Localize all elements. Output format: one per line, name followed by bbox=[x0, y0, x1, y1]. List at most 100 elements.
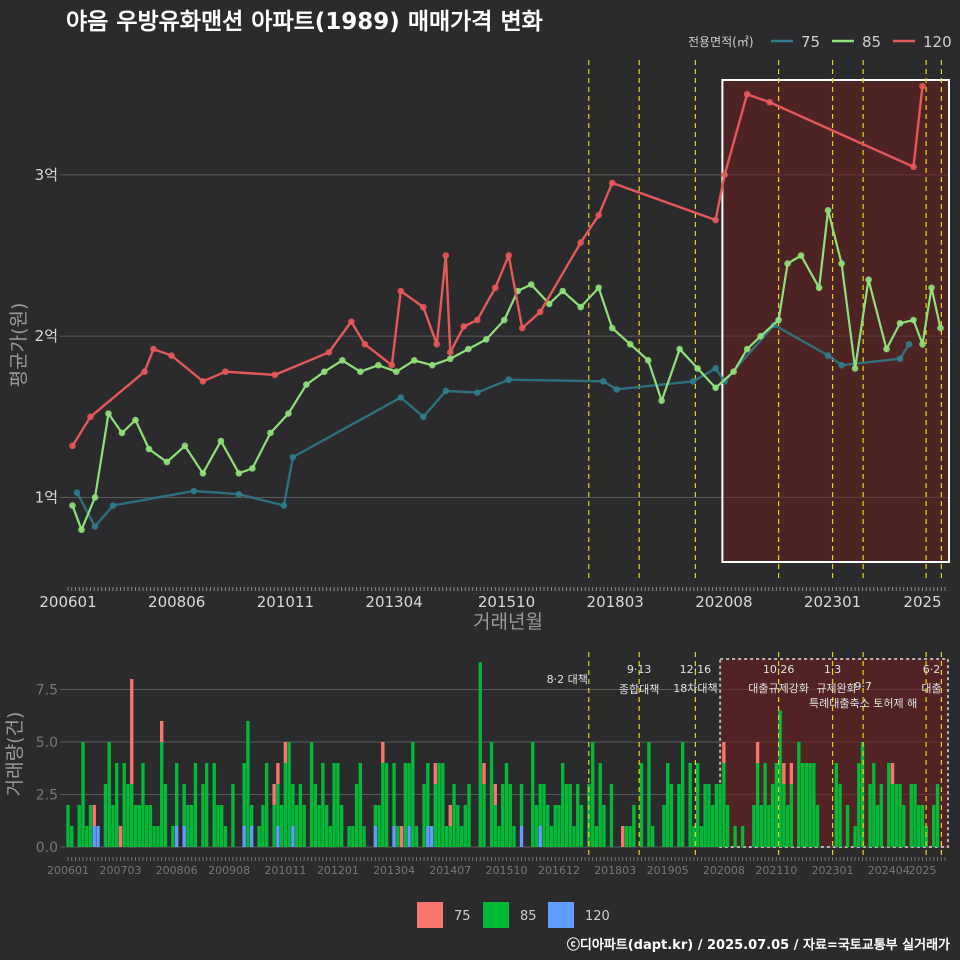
annotation-policy: 종합대책 bbox=[619, 683, 659, 696]
data-point-85 bbox=[775, 316, 782, 324]
data-point-85 bbox=[824, 207, 832, 214]
volume-bar-85 bbox=[699, 826, 704, 847]
volume-bar-75 bbox=[890, 763, 895, 784]
volume-bar-85 bbox=[115, 763, 119, 847]
volume-bar-85 bbox=[714, 784, 719, 847]
volume-bar-85 bbox=[740, 826, 745, 847]
data-point-85 bbox=[896, 319, 904, 327]
volume-bar-85 bbox=[85, 826, 89, 847]
volume-bar-85 bbox=[707, 784, 711, 847]
volume-bar-75 bbox=[160, 721, 164, 742]
volume-bar-85 bbox=[591, 742, 595, 847]
volume-bar-85 bbox=[718, 784, 722, 847]
volume-x-tick-label: 202110 bbox=[755, 864, 797, 877]
volume-bar-85 bbox=[763, 763, 767, 847]
data-point-75 bbox=[419, 413, 427, 421]
volume-bar-75 bbox=[493, 784, 497, 805]
volume-bar-85 bbox=[246, 721, 250, 847]
x-tick-label: 201304 bbox=[365, 593, 422, 611]
volume-bar-85 bbox=[145, 805, 149, 847]
volume-bar-120 bbox=[175, 826, 179, 847]
volume-bar-85 bbox=[347, 826, 351, 847]
annotation-date: 10·26 bbox=[763, 663, 795, 676]
volume-bar-85 bbox=[778, 710, 782, 847]
annotation-date: 6·2 bbox=[923, 663, 941, 676]
volume-bar-85 bbox=[81, 742, 85, 847]
data-point-75 bbox=[109, 502, 117, 509]
annotation-policy: 규제완화 bbox=[816, 682, 856, 695]
legend-title: 전용면적(㎡) bbox=[688, 35, 754, 49]
data-point-85 bbox=[910, 316, 917, 324]
volume-bar-85 bbox=[294, 805, 299, 847]
data-point-85 bbox=[784, 260, 791, 267]
data-point-120 bbox=[473, 316, 481, 324]
data-point-85 bbox=[937, 324, 944, 332]
data-point-120 bbox=[433, 340, 441, 348]
volume-bar-85 bbox=[725, 805, 730, 847]
data-point-85 bbox=[285, 410, 292, 417]
volume-bar-85 bbox=[126, 784, 130, 847]
volume-bar-85 bbox=[504, 763, 509, 847]
data-point-85 bbox=[626, 340, 634, 348]
volume-bar-120 bbox=[429, 826, 434, 847]
data-point-85 bbox=[559, 287, 567, 295]
volume-bar-85 bbox=[812, 763, 816, 847]
data-point-75 bbox=[599, 378, 607, 385]
volume-bar-85 bbox=[774, 763, 779, 847]
volume-bar-85 bbox=[77, 805, 81, 847]
volume-bar-85 bbox=[797, 742, 801, 847]
data-point-120 bbox=[442, 252, 450, 259]
data-point-120 bbox=[141, 368, 148, 375]
data-point-75 bbox=[73, 489, 81, 496]
volume-bar-120 bbox=[538, 826, 542, 847]
volume-bar-120 bbox=[182, 826, 186, 847]
volume-bar-85 bbox=[441, 763, 445, 847]
data-point-85 bbox=[644, 357, 652, 364]
volume-bar-85 bbox=[755, 763, 760, 847]
annotation-date: 9·13 bbox=[627, 663, 652, 676]
volume-bar-85 bbox=[156, 826, 160, 847]
data-point-85 bbox=[78, 526, 85, 534]
volume-bar-85 bbox=[317, 805, 321, 847]
data-point-120 bbox=[518, 324, 526, 332]
data-point-85 bbox=[446, 355, 454, 363]
volume-bar-85 bbox=[594, 826, 599, 847]
data-point-85 bbox=[393, 368, 400, 375]
volume-bar-85 bbox=[261, 805, 265, 847]
volume-bar-85 bbox=[186, 805, 190, 847]
volume-x-tick-label: 200703 bbox=[99, 864, 141, 877]
volume-bar-85 bbox=[542, 784, 546, 847]
volume-bar-85 bbox=[298, 784, 303, 847]
data-point-85 bbox=[757, 332, 764, 340]
data-point-75 bbox=[235, 490, 243, 498]
annotation-date: 9·7 bbox=[854, 680, 872, 693]
data-point-75 bbox=[289, 453, 297, 461]
volume-bar-85 bbox=[152, 826, 156, 847]
volume-bar-85 bbox=[785, 805, 790, 847]
annotation-policy: 8·2 대책 bbox=[547, 673, 588, 686]
volume-bar-85 bbox=[752, 805, 756, 847]
volume-bar-85 bbox=[800, 763, 805, 847]
volume-bar-85 bbox=[546, 805, 550, 847]
data-point-120 bbox=[87, 413, 94, 421]
annotation-policy: 18차대책 bbox=[673, 682, 717, 695]
data-point-120 bbox=[199, 378, 207, 385]
volume-bar-85 bbox=[879, 784, 883, 847]
data-point-85 bbox=[815, 284, 823, 292]
data-point-85 bbox=[303, 381, 310, 388]
data-point-85 bbox=[411, 357, 418, 364]
data-point-120 bbox=[743, 90, 751, 98]
volume-y-tick-label: 2.5 bbox=[36, 788, 58, 804]
volume-bar-85 bbox=[917, 805, 921, 847]
volume-bar-75 bbox=[118, 826, 123, 847]
volume-bar-85 bbox=[459, 826, 464, 847]
data-point-120 bbox=[446, 348, 454, 356]
volume-bar-85 bbox=[489, 742, 494, 847]
volume-bar-85 bbox=[433, 784, 437, 847]
volume-bar-85 bbox=[557, 805, 561, 847]
data-point-85 bbox=[145, 445, 153, 453]
volume-bar-120 bbox=[392, 826, 396, 847]
volume-bar-120 bbox=[407, 826, 411, 847]
legend-swatch-75 bbox=[417, 902, 443, 928]
